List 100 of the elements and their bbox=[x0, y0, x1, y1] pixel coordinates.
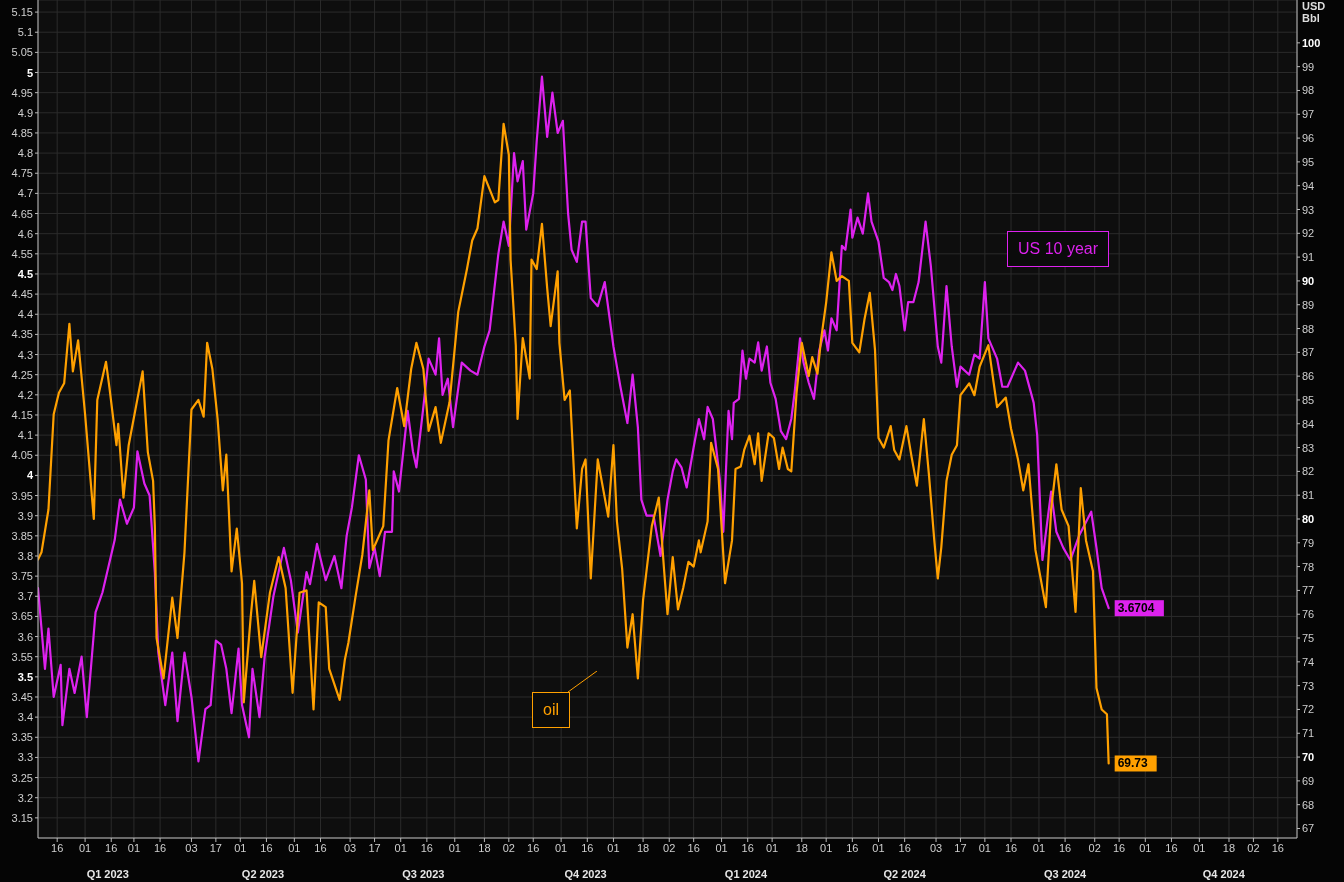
x-tick-label: 01 bbox=[288, 841, 301, 854]
y2-tick-label: 90 bbox=[1302, 274, 1315, 287]
x-tick-label: 01 bbox=[234, 841, 247, 854]
y-tick-label: 4.2 bbox=[17, 388, 33, 401]
x-tick-label: 01 bbox=[555, 841, 568, 854]
y2-tick-label: 93 bbox=[1302, 203, 1315, 216]
y2-tick-label: 84 bbox=[1302, 417, 1315, 430]
x-tick-label: 02 bbox=[663, 841, 676, 854]
x-tick-label: 01 bbox=[820, 841, 833, 854]
y2-tick-label: 95 bbox=[1302, 155, 1315, 168]
y-tick-label: 5.15 bbox=[11, 6, 33, 19]
y-tick-label: 3.35 bbox=[11, 731, 33, 744]
x-tick-label: 16 bbox=[260, 841, 273, 854]
y2-tick-label: 86 bbox=[1302, 370, 1315, 383]
y-tick-label: 3.7 bbox=[17, 590, 33, 603]
y2-tick-label: 85 bbox=[1302, 393, 1315, 406]
y2-tick-label: 79 bbox=[1302, 536, 1315, 549]
x-tick-label: 16 bbox=[1165, 841, 1178, 854]
x-tick-label: 16 bbox=[420, 841, 433, 854]
x-tick-label: 03 bbox=[344, 841, 357, 854]
y-tick-label: 4.8 bbox=[17, 147, 33, 160]
x-tick-label: 01 bbox=[1032, 841, 1046, 854]
x-tick-label: 18 bbox=[1222, 841, 1236, 854]
y-tick-label: 3.2 bbox=[17, 791, 33, 804]
y-tick-label: 4.7 bbox=[17, 187, 33, 200]
y-tick-label: 3.8 bbox=[17, 549, 33, 562]
y-tick-label: 4.1 bbox=[17, 429, 33, 442]
x-tick-label: 01 bbox=[394, 841, 407, 854]
data-label: 3.6704 bbox=[1117, 601, 1155, 616]
y2-tick-label: 87 bbox=[1302, 346, 1315, 359]
y2-tick-label: 99 bbox=[1302, 60, 1315, 73]
y-tick-label: 5.1 bbox=[17, 26, 33, 39]
y-tick-label: 4.35 bbox=[11, 328, 33, 341]
y2-tick-label: 67 bbox=[1302, 822, 1315, 835]
y2-tick-label: 75 bbox=[1302, 632, 1315, 645]
y2-tick-label: 70 bbox=[1302, 751, 1315, 764]
y2-axis-title: USD Bbl bbox=[1302, 0, 1327, 24]
x-tick-label: 03 bbox=[185, 841, 198, 854]
y-tick-label: 3.3 bbox=[17, 751, 33, 764]
x-tick-label: 03 bbox=[929, 841, 943, 854]
x-tick-label: 01 bbox=[78, 841, 92, 854]
x-tick-label: 16 bbox=[1113, 841, 1126, 854]
y-tick-label: 3.45 bbox=[11, 690, 33, 703]
y-tick-label: 4.15 bbox=[11, 408, 33, 421]
y2-tick-label: 74 bbox=[1302, 655, 1315, 668]
y2-tick-label: 81 bbox=[1302, 489, 1315, 502]
y-tick-label: 4.95 bbox=[11, 86, 33, 99]
x2-tick-label: Q2 2023 bbox=[241, 868, 285, 880]
y-tick-label: 3.75 bbox=[11, 570, 33, 583]
x-tick-label: 01 bbox=[1193, 841, 1206, 854]
y-tick-label: 4.3 bbox=[17, 348, 33, 361]
x-tick-label: 16 bbox=[527, 841, 540, 854]
text: oil bbox=[532, 692, 571, 728]
x2-tick-label: Q4 2023 bbox=[564, 868, 607, 880]
y2-tick-label: 72 bbox=[1302, 703, 1315, 716]
x-tick-label: 16 bbox=[105, 841, 118, 854]
y-tick-label: 3.4 bbox=[17, 711, 33, 724]
y2-tick-label: 92 bbox=[1302, 227, 1315, 240]
y-tick-label: 3.65 bbox=[11, 610, 33, 623]
x2-tick-label: Q2 2024 bbox=[883, 868, 927, 880]
x-tick-label: 16 bbox=[51, 841, 64, 854]
y2-tick-label: 73 bbox=[1302, 679, 1315, 692]
text: US 10 year bbox=[1007, 231, 1110, 267]
x-tick-label: 02 bbox=[1247, 841, 1260, 854]
y-tick-label: 4.05 bbox=[11, 449, 33, 462]
y-tick-label: 3.5 bbox=[17, 670, 33, 683]
x-tick-label: 01 bbox=[872, 841, 885, 854]
x-tick-label: 16 bbox=[898, 841, 911, 854]
y-tick-label: 3.55 bbox=[11, 650, 33, 663]
x2-tick-label: Q3 2023 bbox=[402, 868, 445, 880]
x-tick-label: 16 bbox=[1058, 841, 1072, 854]
y-tick-label: 3.85 bbox=[11, 529, 33, 542]
data-label: 69.73 bbox=[1117, 756, 1149, 771]
x-tick-label: 16 bbox=[1004, 841, 1018, 854]
x-tick-label: 01 bbox=[448, 841, 461, 854]
x2-tick-label: Q1 2024 bbox=[724, 868, 768, 880]
y2-tick-label: 91 bbox=[1302, 251, 1315, 264]
y2-tick-label: 83 bbox=[1302, 441, 1315, 454]
x2-tick-label: Q4 2024 bbox=[1202, 868, 1246, 880]
y-tick-label: 5.05 bbox=[11, 46, 33, 59]
y2-tick-label: 94 bbox=[1302, 179, 1315, 192]
y2-tick-label: 80 bbox=[1302, 512, 1315, 525]
y-tick-label: 3.25 bbox=[11, 771, 33, 784]
y-tick-label: 4.45 bbox=[11, 288, 33, 301]
y-tick-label: 4.75 bbox=[11, 167, 33, 180]
x-tick-label: 02 bbox=[502, 841, 515, 854]
y2-tick-label: 68 bbox=[1302, 798, 1315, 811]
y-tick-label: 4.4 bbox=[17, 308, 33, 321]
y2-tick-label: 71 bbox=[1302, 727, 1315, 740]
y-tick-label: 3.15 bbox=[11, 811, 33, 824]
y2-tick-label: 69 bbox=[1302, 774, 1315, 787]
y2-tick-label: 78 bbox=[1302, 560, 1315, 573]
x-tick-label: 01 bbox=[127, 841, 141, 854]
y-tick-label: 4.25 bbox=[11, 368, 33, 381]
x-tick-label: 16 bbox=[314, 841, 327, 854]
y-tick-label: 3.95 bbox=[11, 489, 33, 502]
x-tick-label: 01 bbox=[978, 841, 991, 854]
y-tick-label: 4.65 bbox=[11, 207, 33, 220]
y-tick-label: 4.55 bbox=[11, 247, 33, 260]
y2-tick-label: 98 bbox=[1302, 84, 1315, 97]
